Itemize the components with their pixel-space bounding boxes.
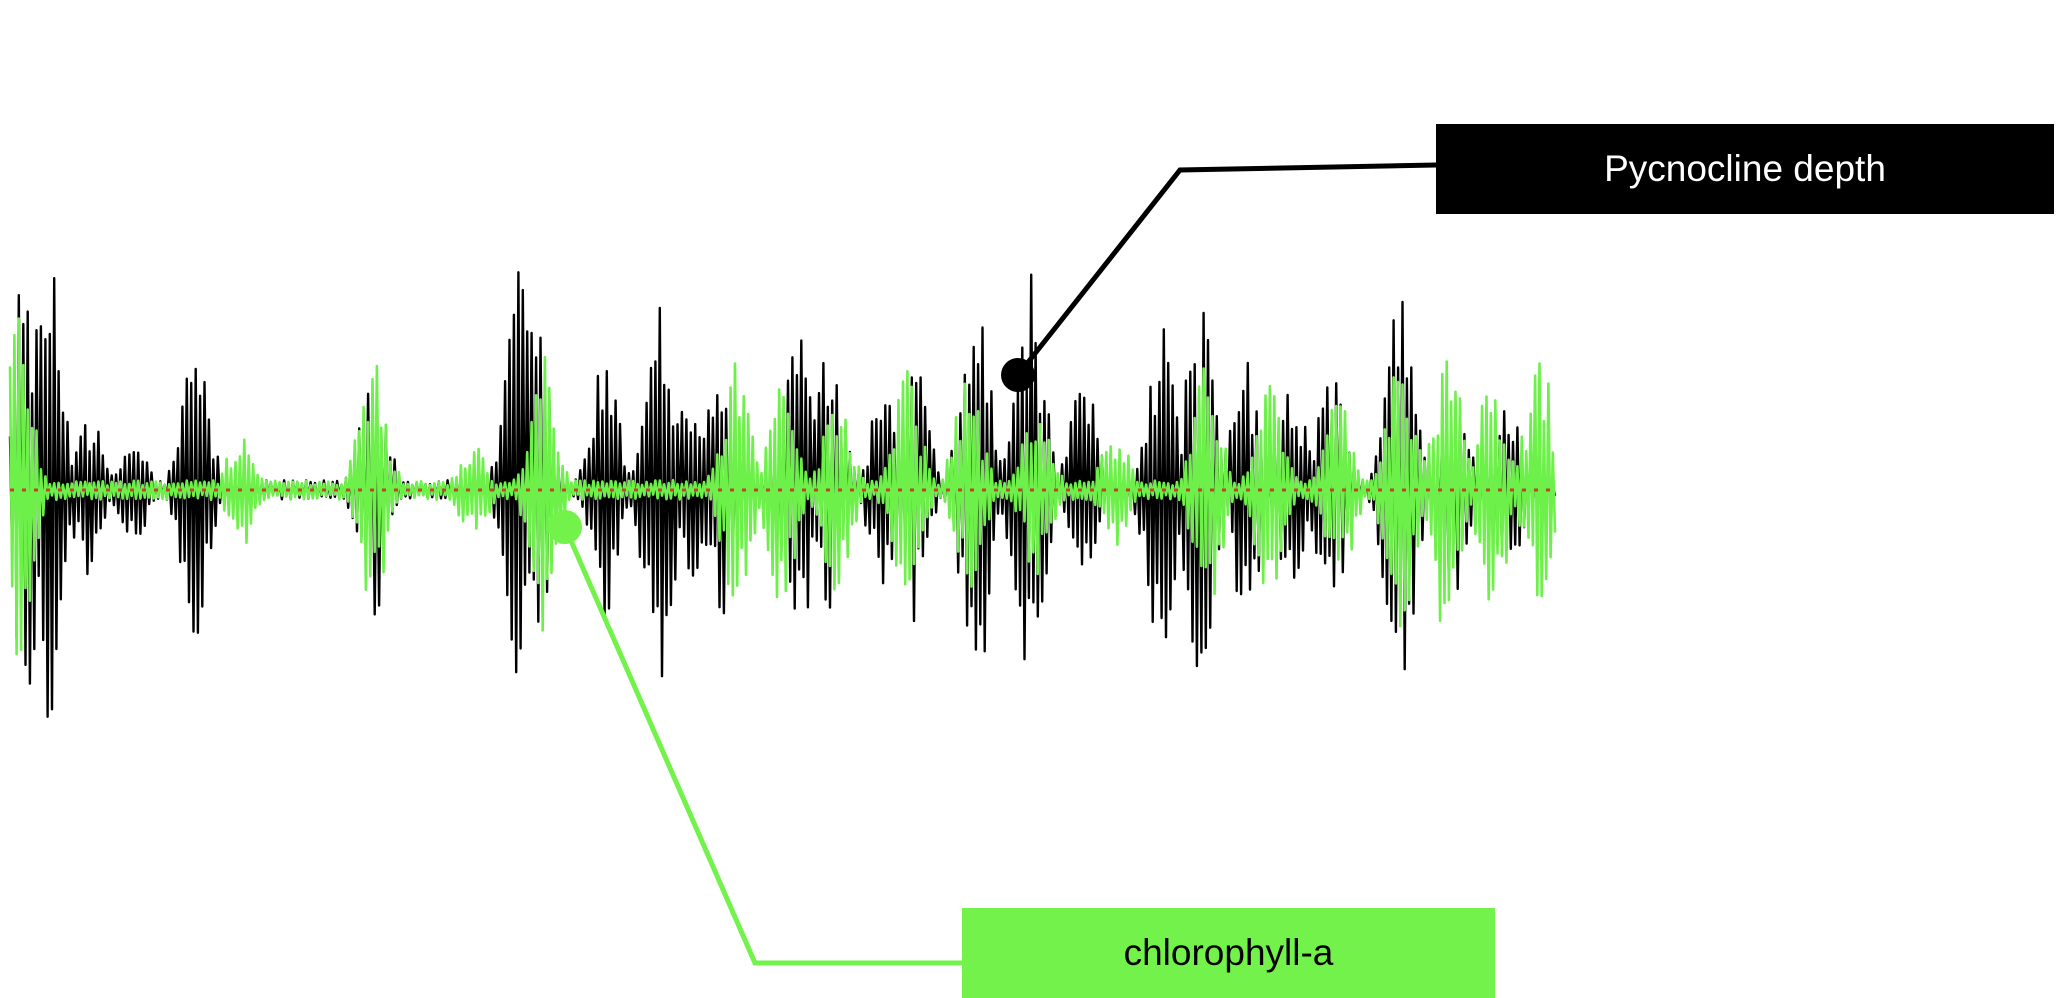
callouts [548,162,1437,966]
series-line [8,317,1557,656]
callout-label-pycnocline: Pycnocline depth [1436,124,2054,214]
callout-leader-pycnocline [1016,162,1437,377]
callout-text-pycnocline: Pycnocline depth [1604,148,1886,189]
callout-dot-chlorophyll [548,510,582,544]
series-chlorophyll-a [8,317,1557,656]
callout-leader-chlorophyll [562,526,962,966]
callout-label-chlorophyll: chlorophyll-a [962,908,1495,998]
callout-dot-pycnocline [1001,358,1035,392]
callout-text-chlorophyll: chlorophyll-a [1123,932,1334,973]
